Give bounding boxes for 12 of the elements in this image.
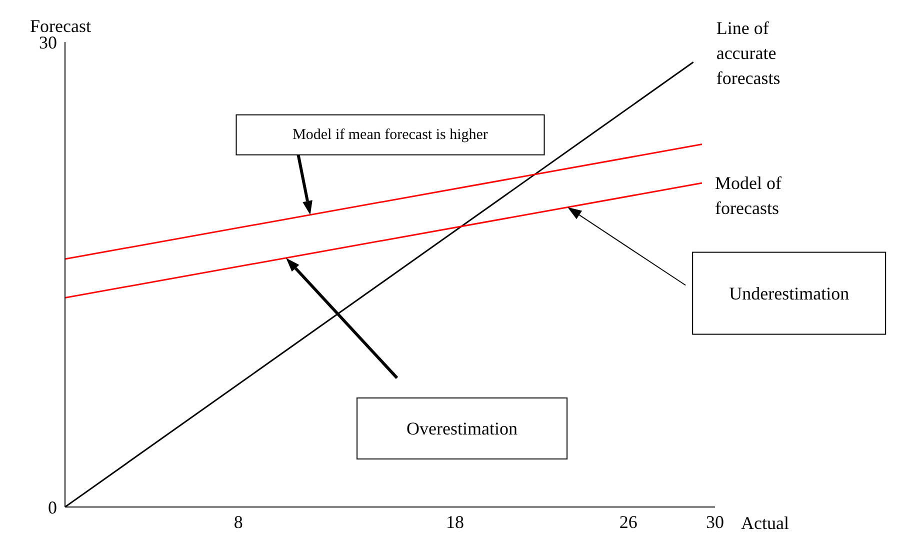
y-axis-title: Forecast: [30, 16, 91, 36]
x-tick-label: 18: [446, 512, 464, 532]
y-tick-label: 0: [48, 497, 57, 518]
text: Underestimation: [729, 283, 850, 304]
series-label: Line of accurate forecasts: [716, 18, 780, 88]
x-tick-label: 8: [234, 512, 243, 532]
series-label: Model of forecasts: [715, 173, 782, 218]
x-tick-label: 26: [619, 512, 638, 532]
annotation: Overestimation: [406, 418, 518, 438]
text: Model if mean forecast is higher: [292, 126, 488, 143]
x-tick-label: 30: [706, 512, 724, 532]
x-axis-title: Actual: [741, 513, 789, 533]
